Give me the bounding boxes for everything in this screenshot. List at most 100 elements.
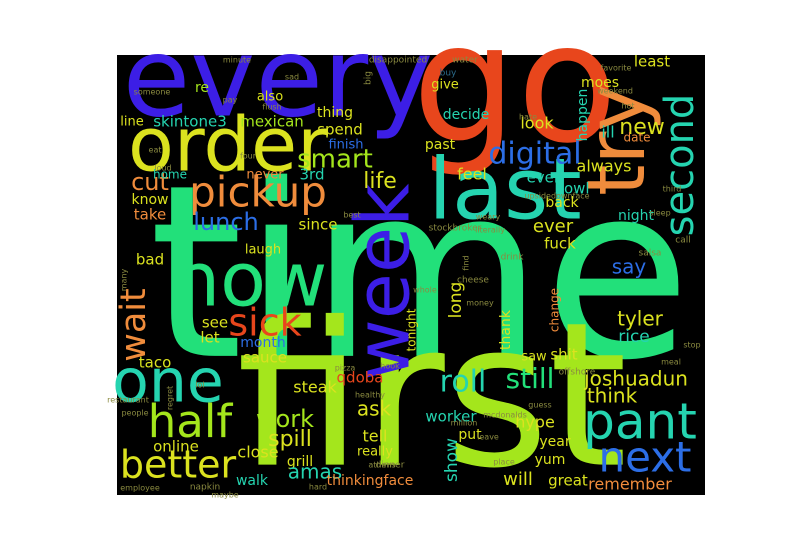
word: big (364, 71, 374, 85)
word: call (675, 236, 690, 246)
word: four (240, 152, 257, 161)
word: spend (317, 121, 363, 139)
word: upsidedownface (524, 192, 589, 201)
word: look (520, 114, 554, 133)
word: healthy (355, 391, 385, 400)
word: smart (297, 145, 373, 175)
word: napkin (190, 483, 220, 493)
word: finish (328, 138, 363, 153)
cloud-background (117, 55, 705, 495)
word: thank (498, 309, 514, 350)
word: line (120, 115, 143, 130)
word: best (343, 211, 360, 220)
word: joshuadun (583, 367, 688, 391)
word: show (442, 438, 462, 482)
word: sad (285, 73, 299, 82)
word: eat (149, 146, 162, 155)
word: hook (380, 362, 400, 371)
word: ill (601, 123, 614, 142)
word: take (134, 206, 166, 224)
word: better (120, 443, 237, 487)
word: thinkingface (327, 473, 414, 489)
word: least (634, 53, 670, 71)
word: water (452, 56, 478, 66)
word: laugh (245, 243, 281, 258)
word: hot (621, 102, 634, 111)
word: pant (583, 393, 697, 451)
word: dinner (376, 461, 405, 471)
word: salsa (639, 249, 662, 259)
word: weary (476, 213, 501, 222)
word: put (458, 427, 482, 443)
word: worker (425, 408, 477, 426)
word: date (623, 131, 650, 145)
word: tell (362, 427, 387, 446)
word: yum (535, 452, 566, 468)
word: try (570, 84, 663, 196)
word: minute (223, 56, 251, 65)
word: pizza (335, 364, 356, 373)
word: qdoba (337, 369, 384, 387)
word: mexican (240, 113, 304, 131)
word: digital (488, 137, 581, 172)
word: people (121, 409, 148, 418)
word: night (618, 208, 655, 224)
word: million (451, 419, 478, 428)
word: work (256, 405, 314, 433)
word: meal (661, 358, 681, 367)
word: year (539, 434, 570, 450)
word: find (462, 255, 471, 270)
word: life (363, 169, 397, 194)
word: buy (440, 69, 457, 79)
word: pickup (189, 168, 327, 217)
word: great (548, 472, 588, 490)
word: pay (223, 96, 238, 105)
word: really (357, 445, 393, 460)
word: now (173, 236, 328, 324)
word: will (503, 469, 533, 490)
word: let (200, 329, 219, 347)
word: ask (357, 397, 392, 421)
word: skintone3 (153, 113, 227, 131)
word: offshore (559, 368, 596, 378)
word: ever (533, 216, 574, 237)
word: home (153, 168, 187, 182)
word: close (237, 443, 278, 462)
word: online (153, 438, 199, 456)
word: disappointed (369, 56, 427, 66)
word: walk (236, 473, 269, 489)
word: mcdonalds (483, 411, 527, 420)
word: last (428, 140, 581, 239)
word: happen (575, 89, 591, 142)
word: still (506, 362, 555, 395)
word: back (545, 195, 579, 211)
word: employee (120, 484, 160, 493)
word: second (657, 94, 703, 237)
word: week (339, 183, 427, 381)
word: athens (368, 461, 395, 470)
word: thing (317, 105, 353, 121)
word: long (446, 282, 466, 319)
word: even (527, 169, 564, 187)
word: since (299, 216, 338, 234)
word: give (431, 78, 459, 93)
word: think (587, 384, 638, 408)
word: amas (288, 460, 342, 484)
word: new (619, 115, 664, 140)
word: every (123, 13, 434, 141)
word: feel (457, 165, 487, 184)
word: literally (475, 226, 505, 235)
word: hype (515, 413, 555, 432)
word: fuck (544, 235, 576, 253)
word: decide (443, 107, 490, 123)
word: someone (134, 88, 171, 97)
word: loud (154, 164, 171, 173)
word: place (493, 458, 515, 467)
word: shit (550, 346, 577, 364)
word: steak (293, 378, 337, 397)
word: taco (139, 354, 172, 372)
word: hate (519, 113, 537, 122)
word: regret (166, 386, 175, 410)
